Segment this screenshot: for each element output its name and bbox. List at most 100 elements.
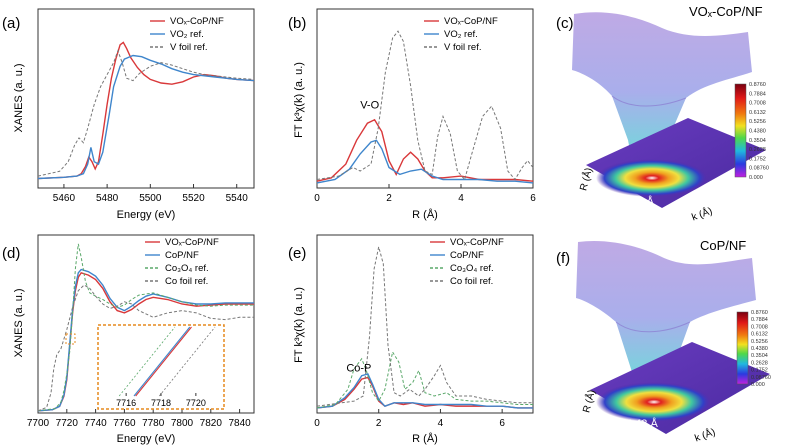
panel-a-xtick-label: 5540 bbox=[226, 193, 249, 204]
panel-d-series-line-3 bbox=[37, 284, 254, 412]
panel-b-legend-label-1: VO₂ ref. bbox=[444, 29, 478, 40]
panel-a-label: (a) bbox=[2, 15, 20, 32]
panel-b-xtick-label: 2 bbox=[386, 193, 392, 204]
panel-d-inset-xtick-label: 7718 bbox=[151, 398, 171, 408]
panel-c-title: VOₓ-CoP/NF bbox=[689, 4, 763, 19]
panel-b-xtick-label: 0 bbox=[314, 193, 320, 204]
panel-d-legend: VOₓ-CoP/NF CoP/NF Co₃O₄ ref. Co foil ref. bbox=[145, 237, 219, 287]
panel-a-axes-frame bbox=[37, 8, 255, 189]
panel-f-surface bbox=[576, 240, 756, 412]
panel-a-legend-label-1: VO₂ ref. bbox=[170, 29, 204, 40]
panel-d-xtick-label: 7700 bbox=[27, 418, 50, 429]
panel-a: (a) XANES (a. u.) Energy (eV) 5460 5480 55… bbox=[2, 8, 255, 221]
panel-c-colorbar-label: 0.08760 bbox=[749, 166, 769, 172]
panel-f-colorbar bbox=[736, 311, 749, 385]
panel-d-label: (d) bbox=[2, 245, 20, 262]
panel-d-xtick-label: 7780 bbox=[142, 418, 165, 429]
panel-c: (c) VOₓ-CoP/NF 0.87600.78840.70080.61320… bbox=[556, 4, 769, 223]
panel-e-xlabel: R (Å) bbox=[412, 432, 438, 445]
panel-b-axes-frame bbox=[316, 8, 534, 189]
panel-f-colorbar-label: 0.6132 bbox=[751, 332, 768, 338]
panel-d-xtick-label: 7820 bbox=[200, 418, 223, 429]
panel-d-xtick-label: 7760 bbox=[113, 418, 136, 429]
panel-e-xtick-label: 4 bbox=[438, 418, 444, 429]
panel-b-annotations: V-O bbox=[360, 100, 379, 112]
panel-d-ylabel: XANES (a. u.) bbox=[13, 288, 25, 357]
panel-d-inset-xtick-label: 7716 bbox=[116, 398, 136, 408]
panel-e-legend-label-2: Co₃O₄ ref. bbox=[450, 263, 494, 274]
panel-c-colorbar-label: 0.2628 bbox=[749, 147, 766, 153]
panel-d-inset-line-1 bbox=[133, 326, 191, 397]
panel-d-legend-label-1: CoP/NF bbox=[165, 250, 199, 261]
panel-c-colorbar-label: 0.8760 bbox=[749, 82, 766, 88]
panel-a-xticks: 5460 5480 5500 5520 5540 bbox=[53, 184, 248, 204]
panel-e-legend-label-3: Co foil ref. bbox=[450, 276, 493, 287]
panel-d-xticks: 7700 7720 7740 7760 7780 7800 7820 7840 bbox=[27, 409, 251, 429]
panel-b-xlabel: R (Å) bbox=[412, 208, 438, 221]
panel-b-label: (b) bbox=[288, 15, 306, 32]
panel-f-colorbar-label: 0.3504 bbox=[751, 353, 768, 359]
panel-e-ylabel: FT k³χ(k) (a. u.) bbox=[293, 287, 305, 363]
panel-d-xtick-label: 7800 bbox=[171, 418, 194, 429]
panel-a-legend-label-0: VOₓ-CoP/NF bbox=[170, 16, 224, 27]
panel-f-hotspot bbox=[596, 382, 712, 422]
panel-f-colorbar-label: 0.7884 bbox=[751, 317, 768, 323]
panel-f-ylabel: R (Å) bbox=[579, 388, 598, 414]
panel-b-xtick-label: 6 bbox=[530, 193, 536, 204]
panel-e-series-line-1 bbox=[316, 373, 533, 409]
panel-f-colorbar-label: 0.5256 bbox=[751, 339, 768, 345]
panel-e-xtick-label: 2 bbox=[376, 418, 382, 429]
panel-d-inset-line-0 bbox=[135, 326, 192, 397]
panel-d-xtick-label: 7840 bbox=[228, 418, 251, 429]
panel-c-colorbar-label: 0.1752 bbox=[749, 156, 766, 162]
panel-d-axes-frame bbox=[37, 234, 255, 414]
panel-e-annotation: Co-P bbox=[346, 362, 371, 374]
panel-f-colorbar-label: 0.1752 bbox=[751, 368, 768, 374]
panel-c-label: (c) bbox=[556, 15, 574, 32]
panel-c-hotspot bbox=[596, 159, 708, 197]
panel-b-xticks: 0 2 4 6 bbox=[314, 184, 536, 204]
panel-e-xtick-label: 0 bbox=[314, 418, 320, 429]
panel-e-xtick-label: 6 bbox=[499, 418, 505, 429]
panel-a-series-line-1 bbox=[37, 54, 255, 180]
panel-d-legend-label-2: Co₃O₄ ref. bbox=[165, 263, 209, 274]
panel-a-xlabel: Energy (eV) bbox=[117, 209, 176, 221]
panel-f-colorbar-label: 0.2628 bbox=[751, 360, 768, 366]
panel-a-legend: VOₓ-CoP/NF VO₂ ref. V foil ref. bbox=[150, 16, 224, 53]
panel-d-legend-label-0: VOₓ-CoP/NF bbox=[165, 237, 219, 248]
panel-f-title: CoP/NF bbox=[700, 238, 746, 253]
panel-d: (d) XANES (a. u.) Energy (eV) 7700 7720 77… bbox=[2, 234, 255, 445]
panel-e-label: (e) bbox=[288, 245, 306, 262]
panel-c-colorbar-labels: 0.8760 0.7884 0.7008 0.6132 0.5256 0.4380 0.35… bbox=[749, 82, 769, 181]
panel-f-colorbar-label: 0.8760 bbox=[751, 310, 768, 316]
panel-e-series-line-3 bbox=[316, 246, 533, 407]
panel-e-series-line-2 bbox=[316, 350, 533, 409]
panel-e-series bbox=[316, 246, 533, 409]
panel-f-surface-ridge bbox=[615, 321, 691, 333]
panel-a-series-line-0 bbox=[37, 41, 255, 180]
panel-c-colorbar-label: 0.4380 bbox=[749, 129, 766, 135]
panel-d-inset: 7716 7718 7720 bbox=[116, 326, 216, 408]
panel-c-surface bbox=[572, 12, 752, 190]
panel-e-annotations: Co-P bbox=[346, 362, 371, 374]
panel-a-xtick-label: 5500 bbox=[139, 193, 162, 204]
panel-a-xtick-label: 5480 bbox=[96, 193, 119, 204]
panel-a-ylabel: XANES (a. u.) bbox=[13, 63, 25, 132]
panel-f-colorbar-label: 0.7008 bbox=[751, 324, 768, 330]
panel-c-colorbar-label: 0.6132 bbox=[749, 110, 766, 116]
panel-e: (e) FT k³χ(k) (a. u.) R (Å) 0 2 4 6 VOₓ-CoP… bbox=[288, 234, 534, 445]
panel-a-legend-label-2: V foil ref. bbox=[170, 42, 208, 53]
panel-d-xlabel: Energy (eV) bbox=[117, 433, 176, 445]
panel-c-colorbar-label: 0.7008 bbox=[749, 101, 766, 107]
panel-c-colorbar-label: 0.5256 bbox=[749, 119, 766, 125]
panel-d-inset-xtick-label: 7720 bbox=[186, 398, 206, 408]
panel-f-colorbar-label: 0.4380 bbox=[751, 346, 768, 352]
panel-a-xtick-label: 5460 bbox=[53, 193, 76, 204]
panel-e-legend-label-0: VOₓ-CoP/NF bbox=[450, 237, 504, 248]
panel-c-colorbar-label: 0.000 bbox=[749, 175, 763, 181]
panel-d-xtick-label: 7740 bbox=[84, 418, 107, 429]
panel-c-colorbar bbox=[734, 83, 747, 178]
panel-b-legend-label-2: V foil ref. bbox=[444, 42, 482, 53]
panel-d-zoom-box bbox=[65, 333, 76, 345]
